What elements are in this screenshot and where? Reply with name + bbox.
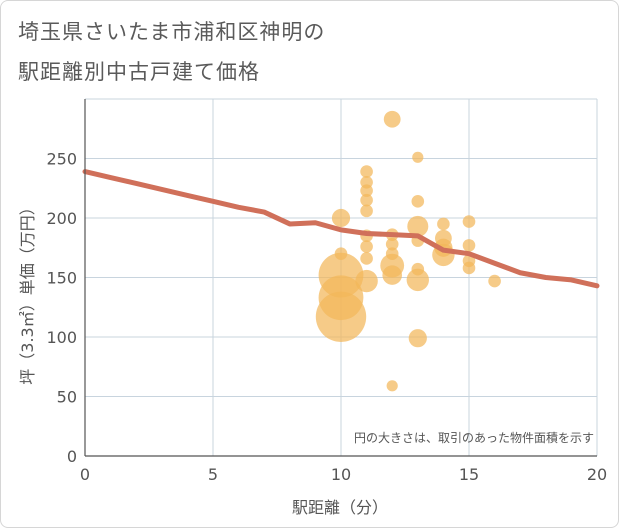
chart-title-line1: 埼玉県さいたま市浦和区神明の xyxy=(18,20,326,44)
x-axis-label: 駅距離（分） xyxy=(292,498,388,517)
y-tick-label: 0 xyxy=(67,447,77,466)
bubble-layer xyxy=(315,110,501,392)
data-bubble xyxy=(360,252,373,265)
y-tick-label: 50 xyxy=(57,388,77,407)
y-axis-label: 坪（3.3㎡）単価（万円） xyxy=(18,199,37,384)
y-tick-label: 100 xyxy=(46,328,77,347)
data-bubble xyxy=(437,217,450,231)
data-bubble xyxy=(462,215,476,228)
data-bubble xyxy=(462,261,476,275)
y-tick-label: 250 xyxy=(46,150,77,169)
data-bubble xyxy=(386,380,398,392)
data-bubble xyxy=(360,193,373,207)
data-bubble xyxy=(411,262,425,276)
data-bubble xyxy=(360,165,373,178)
data-bubble xyxy=(318,252,364,298)
data-bubble xyxy=(355,269,378,293)
data-bubble xyxy=(385,237,399,251)
x-tick-label: 10 xyxy=(331,465,351,484)
data-bubble xyxy=(383,110,401,128)
data-bubble xyxy=(462,239,476,252)
data-bubble xyxy=(406,268,429,292)
x-tick-label: 0 xyxy=(80,465,90,484)
data-bubble xyxy=(411,195,425,208)
data-bubble xyxy=(331,208,351,228)
y-tick-label: 150 xyxy=(46,269,77,288)
data-bubble xyxy=(360,240,373,253)
data-bubble xyxy=(385,247,399,260)
data-bubble xyxy=(360,204,373,218)
data-bubble xyxy=(412,151,424,163)
data-bubble xyxy=(382,265,403,285)
y-tick-label: 200 xyxy=(46,209,77,228)
chart-title-line2: 駅距離別中古戸建て価格 xyxy=(18,60,260,84)
axes-layer xyxy=(84,99,597,457)
trend-layer xyxy=(82,169,600,289)
data-bubble xyxy=(360,184,373,197)
x-tick-label: 20 xyxy=(587,465,607,484)
x-tick-label: 5 xyxy=(208,465,218,484)
data-bubble xyxy=(488,274,501,288)
trend-line xyxy=(82,169,600,289)
data-bubble xyxy=(408,329,427,348)
data-bubble xyxy=(407,215,429,237)
data-bubble xyxy=(334,247,348,260)
x-tick-label: 15 xyxy=(459,465,479,484)
data-bubble xyxy=(435,229,452,247)
size-note: 円の大きさは、取引のあった物件面積を示す xyxy=(354,430,594,445)
